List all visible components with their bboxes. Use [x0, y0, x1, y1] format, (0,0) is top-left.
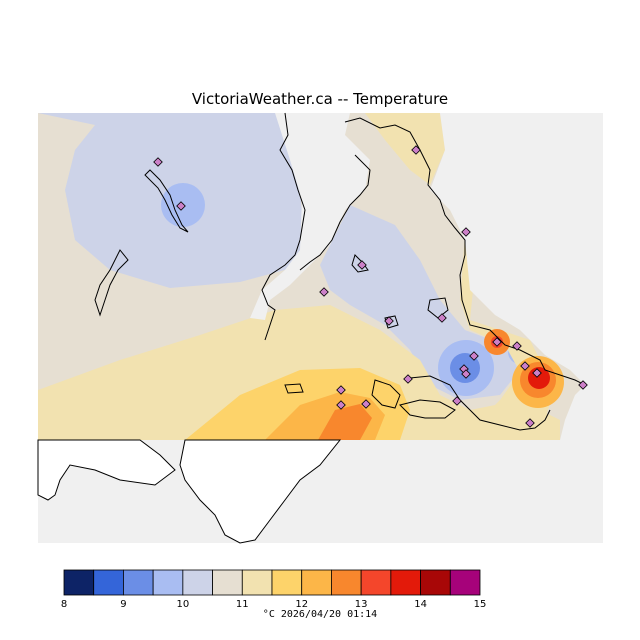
legend-tick-label: 10 — [176, 599, 189, 610]
station-marker — [461, 227, 471, 237]
station-marker — [357, 260, 367, 270]
legend-swatch — [390, 569, 421, 596]
legend-tick-label: 11 — [236, 599, 249, 610]
legend-tick-label: 8 — [61, 599, 67, 610]
station-marker — [512, 341, 522, 351]
station-marker — [492, 337, 502, 347]
station-marker — [336, 385, 346, 395]
station-marker — [452, 396, 462, 406]
ocean-east — [38, 113, 603, 543]
warm-strip-north — [365, 113, 445, 185]
legend-tick-label: 12 — [295, 599, 308, 610]
map-title: VictoriaWeather.ca -- Temperature — [191, 90, 449, 108]
station-marker — [403, 374, 413, 384]
legend-swatch — [93, 569, 124, 596]
station-marker — [520, 361, 530, 371]
stations — [153, 145, 588, 428]
legend-swatch — [301, 569, 332, 596]
legend-swatch — [212, 569, 243, 596]
station-marker — [532, 368, 542, 378]
ocean-strait — [250, 113, 370, 320]
legend-swatch — [420, 569, 451, 596]
legend-swatch — [241, 569, 273, 596]
station-marker — [384, 316, 394, 326]
legend-ticks: 8 9 10 11 12 13 14 15 — [61, 599, 487, 610]
station-marker — [319, 287, 329, 297]
station-marker — [411, 145, 421, 155]
hot-core-south — [318, 404, 372, 440]
coastlines — [94, 112, 586, 431]
station-marker — [437, 313, 447, 323]
legend-swatches — [63, 569, 481, 596]
legend-tick-label: 9 — [120, 599, 126, 610]
legend-swatch — [331, 569, 362, 596]
legend-tick-label: 13 — [355, 599, 368, 610]
legend-footer: °C 2026/04/20 01:14 — [262, 609, 378, 620]
land-nodata-south — [37, 439, 342, 544]
legend-swatch — [449, 569, 481, 596]
station-marker — [176, 201, 186, 211]
station-marker — [153, 157, 163, 167]
legend-swatch — [152, 569, 184, 596]
legend-swatch — [63, 569, 95, 596]
station-marker — [578, 380, 588, 390]
station-marker — [461, 369, 471, 379]
legend-tick-label: 14 — [414, 599, 427, 610]
station-marker — [525, 418, 535, 428]
legend-swatch — [182, 569, 213, 596]
station-marker — [469, 351, 479, 361]
legend-swatch — [271, 569, 303, 596]
legend-tick-label: 15 — [474, 599, 487, 610]
legend-swatch — [360, 569, 392, 596]
station-marker — [361, 399, 371, 409]
legend-swatch — [123, 569, 154, 596]
station-marker — [336, 400, 346, 410]
